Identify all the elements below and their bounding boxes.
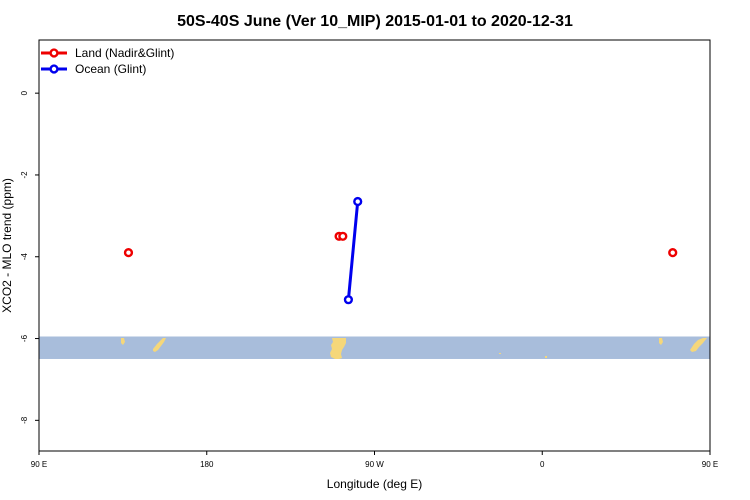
series-line bbox=[346, 201, 360, 300]
y-tick-label: -4 bbox=[20, 253, 29, 261]
legend-label: Ocean (Glint) bbox=[75, 62, 146, 76]
x-axis-label: Longitude (deg E) bbox=[327, 477, 422, 491]
y-tick-label: -8 bbox=[20, 416, 29, 424]
series-layer bbox=[123, 196, 678, 305]
x-tick-label: 180 bbox=[200, 460, 214, 469]
data-point bbox=[343, 295, 354, 305]
map-band bbox=[39, 336, 710, 359]
y-tick-label: 0 bbox=[20, 90, 29, 95]
land-patch bbox=[659, 338, 663, 345]
y-tick-label: -2 bbox=[20, 171, 29, 179]
x-tick-label: 90 W bbox=[365, 460, 384, 469]
land-patch bbox=[153, 338, 166, 352]
data-point bbox=[668, 248, 678, 258]
legend-marker bbox=[49, 48, 59, 58]
data-point bbox=[353, 196, 363, 207]
x-tick-label: 0 bbox=[540, 460, 545, 469]
x-axis: 90 E 180 90 W 0 90 E bbox=[31, 451, 718, 469]
legend-marker bbox=[49, 64, 59, 74]
ocean-band bbox=[39, 336, 710, 359]
data-point bbox=[123, 248, 134, 258]
y-axis: 0 -2 -4 -6 -8 bbox=[20, 90, 39, 424]
y-tick-label: -6 bbox=[20, 334, 29, 342]
land-patch bbox=[499, 353, 501, 354]
plot-frame bbox=[38, 39, 711, 452]
land-patch bbox=[330, 338, 346, 359]
land-patch bbox=[690, 338, 707, 352]
legend: Land (Nadir&Glint) Ocean (Glint) bbox=[41, 46, 174, 76]
data-point bbox=[338, 231, 348, 241]
land-patch bbox=[545, 356, 547, 358]
chart-title: 50S-40S June (Ver 10_MIP) 2015-01-01 to … bbox=[177, 13, 573, 30]
x-tick-label: 90 E bbox=[702, 460, 718, 469]
x-tick-label: 90 E bbox=[31, 460, 47, 469]
land-patch bbox=[121, 338, 125, 345]
y-axis-label: XCO2 - MLO trend (ppm) bbox=[0, 178, 14, 313]
legend-label: Land (Nadir&Glint) bbox=[75, 46, 174, 60]
